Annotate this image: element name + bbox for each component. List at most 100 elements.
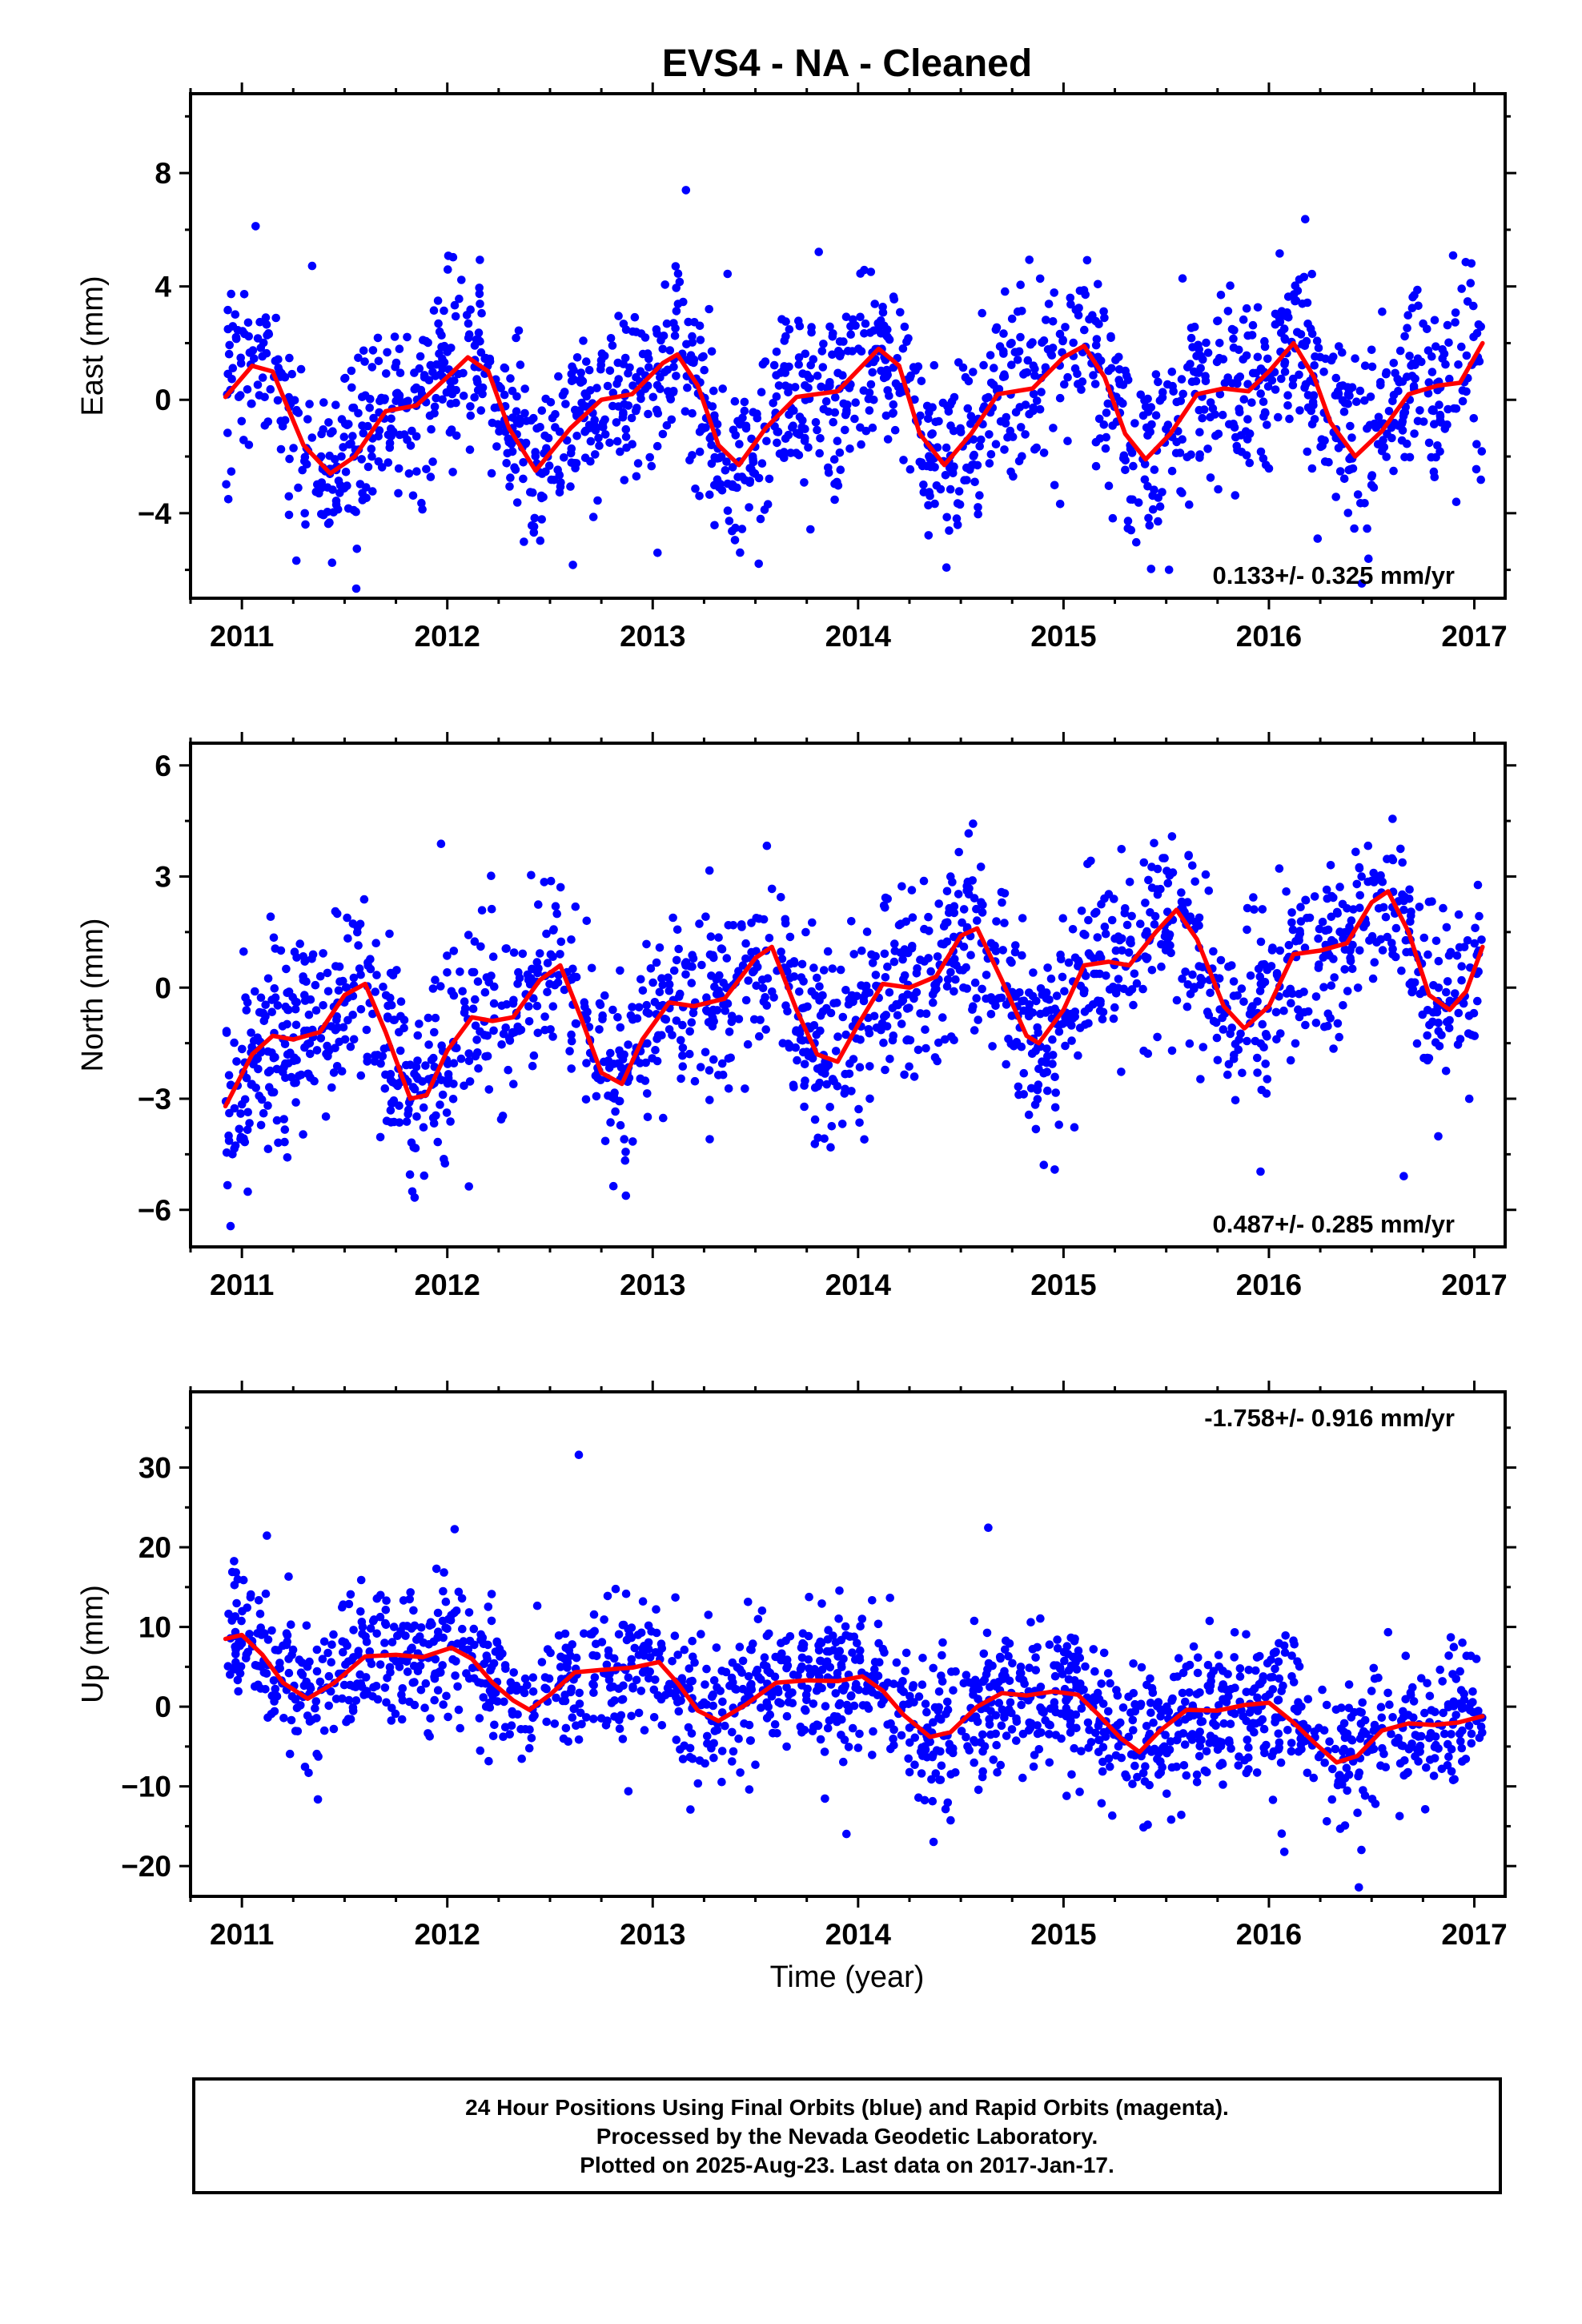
data-point xyxy=(355,964,364,973)
data-point xyxy=(1434,983,1443,992)
data-point xyxy=(1013,307,1022,316)
data-point xyxy=(374,356,383,366)
data-point xyxy=(571,405,580,415)
data-point xyxy=(1287,999,1295,1007)
data-point xyxy=(1277,1829,1287,1838)
data-point xyxy=(648,1054,656,1063)
data-point xyxy=(307,261,317,271)
data-point xyxy=(749,1639,757,1648)
data-point xyxy=(1188,970,1197,979)
data-point xyxy=(428,457,437,466)
data-point xyxy=(780,336,789,345)
data-point xyxy=(422,464,431,474)
data-point xyxy=(928,1752,937,1762)
data-point xyxy=(1016,280,1025,290)
data-point xyxy=(299,1130,307,1139)
data-point xyxy=(1363,841,1373,850)
data-point xyxy=(406,1060,415,1069)
data-point xyxy=(749,967,758,975)
data-point xyxy=(670,332,680,340)
data-point xyxy=(825,1103,834,1112)
data-point xyxy=(710,521,719,530)
data-point xyxy=(785,959,795,968)
data-point xyxy=(236,1135,245,1144)
data-point xyxy=(1464,1721,1474,1731)
data-point xyxy=(395,344,404,354)
north-points xyxy=(221,814,1486,1231)
data-point xyxy=(636,1687,646,1695)
data-point xyxy=(1322,885,1331,895)
data-point xyxy=(644,1674,653,1683)
data-point xyxy=(1339,1719,1349,1728)
data-point xyxy=(713,475,722,485)
data-point xyxy=(1419,319,1427,328)
data-point xyxy=(1458,396,1468,406)
data-point xyxy=(1078,377,1087,386)
data-point xyxy=(1008,1659,1017,1668)
data-point xyxy=(365,404,375,412)
data-point xyxy=(231,334,241,344)
data-point xyxy=(1335,1032,1343,1042)
data-point xyxy=(1061,1041,1070,1051)
data-point xyxy=(830,495,839,505)
data-point xyxy=(269,1676,279,1685)
data-point xyxy=(509,1668,518,1677)
data-point xyxy=(589,1715,598,1723)
data-point xyxy=(581,1095,591,1104)
data-point xyxy=(1409,1713,1418,1723)
data-point xyxy=(759,915,769,924)
data-point xyxy=(1021,430,1030,439)
data-point xyxy=(644,409,652,419)
data-point xyxy=(1442,923,1452,932)
data-point xyxy=(1280,1648,1290,1657)
data-point xyxy=(1267,376,1277,385)
data-point xyxy=(581,402,591,411)
data-point xyxy=(898,995,908,1005)
data-point xyxy=(1158,854,1167,862)
data-point xyxy=(1443,1017,1452,1027)
data-point xyxy=(570,459,580,468)
data-point xyxy=(311,487,321,497)
data-point xyxy=(319,425,328,434)
data-point xyxy=(844,1706,853,1715)
data-point xyxy=(1235,1664,1245,1673)
data-point xyxy=(1397,419,1407,428)
data-point xyxy=(508,413,517,422)
data-point xyxy=(1181,967,1190,976)
data-point xyxy=(551,902,560,911)
data-point xyxy=(1424,378,1434,387)
data-point xyxy=(436,839,446,848)
data-point xyxy=(582,1059,591,1068)
data-point xyxy=(1185,1688,1194,1697)
data-point xyxy=(946,967,955,977)
data-point xyxy=(1122,920,1132,930)
data-point xyxy=(415,1019,424,1028)
data-point xyxy=(985,459,994,468)
data-point xyxy=(598,1015,607,1023)
data-point xyxy=(833,368,842,378)
data-point xyxy=(1320,1022,1329,1031)
data-point xyxy=(1105,985,1114,994)
data-point xyxy=(671,262,681,271)
data-point xyxy=(389,1117,399,1127)
data-point xyxy=(449,947,459,955)
data-point xyxy=(1024,1695,1033,1705)
data-point xyxy=(1255,972,1265,981)
data-point xyxy=(1015,403,1025,412)
y-tick-label: −4 xyxy=(138,497,172,530)
data-point xyxy=(284,1668,294,1678)
data-point xyxy=(366,395,375,404)
data-point xyxy=(258,373,267,382)
data-point xyxy=(576,378,585,388)
data-point xyxy=(1464,1094,1474,1104)
data-point xyxy=(340,374,349,384)
data-point xyxy=(1072,1683,1081,1692)
data-point xyxy=(1471,923,1480,933)
data-point xyxy=(784,388,793,397)
data-point xyxy=(732,1685,741,1694)
data-point xyxy=(819,404,829,414)
data-point xyxy=(608,1005,617,1015)
data-point xyxy=(372,1629,382,1638)
data-point xyxy=(634,1708,644,1718)
data-point xyxy=(529,522,539,531)
